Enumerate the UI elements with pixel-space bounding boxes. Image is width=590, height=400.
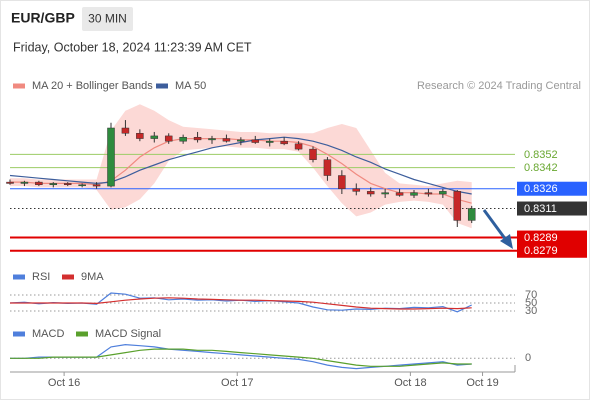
candle-body xyxy=(237,139,245,142)
candle-body xyxy=(20,181,29,184)
candle-body xyxy=(150,135,159,139)
candle-body xyxy=(164,135,173,142)
x-tick-label: Oct 17 xyxy=(221,377,253,389)
price-label-box xyxy=(517,243,587,258)
candle-body xyxy=(107,127,115,187)
price-label: 0.8326 xyxy=(524,183,558,195)
candle-body xyxy=(179,136,187,142)
candle-body xyxy=(92,184,101,187)
candle-body xyxy=(338,175,346,189)
candle-body xyxy=(280,140,288,145)
candle-body xyxy=(467,208,476,221)
y-tick-label: 0 xyxy=(525,352,531,364)
candle-body xyxy=(78,184,86,187)
x-tick-label: Oct 19 xyxy=(466,377,498,389)
forecast-arrow xyxy=(482,209,508,241)
price-label-box xyxy=(517,230,587,245)
candle-body xyxy=(309,148,317,160)
legend-label: MA 50 xyxy=(175,80,206,92)
legend-label: MACD xyxy=(32,328,64,340)
candle-body xyxy=(424,192,433,195)
legend-swatch xyxy=(13,83,25,89)
candle-body xyxy=(381,192,389,195)
candle-body xyxy=(323,159,332,176)
symbol: EUR/GBP xyxy=(11,10,75,26)
timeframe-badge[interactable] xyxy=(82,7,133,31)
candle-body xyxy=(222,138,231,142)
legend-label: 9MA xyxy=(81,271,104,283)
legend-swatch xyxy=(13,274,25,280)
price-label: 0.8289 xyxy=(524,232,558,244)
legend-label: MACD Signal xyxy=(95,328,161,340)
y-tick-label: 30 xyxy=(525,305,537,317)
price-label: 0.8342 xyxy=(524,162,558,174)
legend-label: MA 20 + Bollinger Bands xyxy=(32,80,153,92)
candle-body xyxy=(136,133,144,139)
series-line xyxy=(10,348,472,367)
price-label: 0.8311 xyxy=(524,203,557,215)
legend-swatch xyxy=(13,331,25,337)
candle-body xyxy=(410,192,418,196)
candle-body xyxy=(366,191,375,195)
candle-body xyxy=(6,181,14,184)
candle-body xyxy=(35,181,43,186)
candle-body xyxy=(265,140,274,143)
series-line xyxy=(10,297,472,310)
candle-body xyxy=(49,183,58,186)
timeframe[interactable]: 30 MIN xyxy=(88,12,127,26)
price-label-box xyxy=(517,181,587,196)
candle-body xyxy=(63,183,72,186)
price-label: 0.8279 xyxy=(524,245,558,257)
legend-label: RSI xyxy=(32,271,50,283)
price-label: 0.8352 xyxy=(524,149,558,161)
candle-body xyxy=(251,139,260,143)
candle-body xyxy=(294,143,303,150)
forecast-arrowhead xyxy=(500,234,513,249)
candle-body xyxy=(453,191,462,221)
x-tick-label: Oct 16 xyxy=(48,377,80,389)
price-label-box xyxy=(517,201,587,216)
candle-body xyxy=(352,188,361,192)
legend-swatch xyxy=(156,83,168,89)
legend-swatch xyxy=(76,331,88,337)
y-tick-label: 70 xyxy=(525,289,537,301)
timestamp: Friday, October 18, 2024 11:23:39 AM CET xyxy=(13,40,252,54)
source: Research © 2024 Trading Central xyxy=(417,80,581,92)
candle-body xyxy=(208,138,216,141)
candle-body xyxy=(439,191,447,195)
candle-body xyxy=(193,136,202,141)
y-tick-label: 50 xyxy=(525,297,537,309)
candle-body xyxy=(121,127,130,134)
candle-body xyxy=(395,192,404,196)
x-tick-label: Oct 18 xyxy=(394,377,426,389)
legend-swatch xyxy=(62,274,74,280)
